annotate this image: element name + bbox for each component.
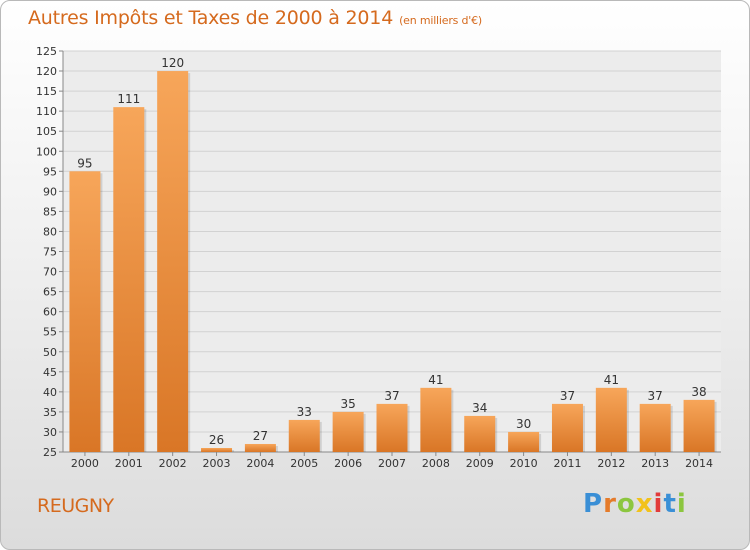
data-label: 34 <box>472 401 487 415</box>
data-label: 95 <box>77 156 92 170</box>
y-tick-label: 40 <box>43 386 57 399</box>
bar <box>332 411 364 452</box>
logo-letter: i <box>653 489 664 519</box>
data-label: 41 <box>428 373 443 387</box>
data-label: 30 <box>516 417 531 431</box>
x-tick-label: 2005 <box>290 457 318 470</box>
chart-title: Autres Impôts et Taxes de 2000 à 2014 (en… <box>28 7 482 29</box>
logo-letter: t <box>663 489 677 519</box>
logo-letter: i <box>676 489 687 519</box>
x-tick-label: 2002 <box>159 457 187 470</box>
y-tick-label: 125 <box>36 45 57 58</box>
x-tick-label: 2006 <box>334 457 362 470</box>
chart-subtitle: (en milliers d'€) <box>399 14 482 27</box>
x-tick-label: 2003 <box>203 457 231 470</box>
x-tick-label: 2013 <box>641 457 669 470</box>
data-label: 33 <box>297 405 312 419</box>
bar <box>464 415 496 452</box>
y-tick-label: 85 <box>43 205 57 218</box>
chart-title-text: Autres Impôts et Taxes de 2000 à 2014 <box>28 7 394 29</box>
y-tick-label: 100 <box>36 145 57 158</box>
y-tick-label: 80 <box>43 225 57 238</box>
data-label: 120 <box>161 56 184 70</box>
proxiti-logo: Proxiti <box>583 489 687 519</box>
y-tick-label: 75 <box>43 246 57 259</box>
bar <box>683 399 715 452</box>
x-tick-label: 2000 <box>71 457 99 470</box>
bar <box>376 403 408 452</box>
y-tick-label: 120 <box>36 65 57 78</box>
x-tick-label: 2001 <box>115 457 143 470</box>
data-label: 111 <box>117 92 140 106</box>
y-tick-label: 95 <box>43 165 57 178</box>
data-label: 37 <box>648 389 663 403</box>
commune-name: REUGNY <box>37 495 114 517</box>
y-tick-label: 45 <box>43 366 57 379</box>
bar <box>201 447 233 452</box>
data-label: 37 <box>560 389 575 403</box>
y-tick-label: 70 <box>43 266 57 279</box>
x-tick-label: 2004 <box>246 457 274 470</box>
bar <box>639 403 671 452</box>
y-tick-label: 35 <box>43 406 57 419</box>
bar <box>508 431 540 452</box>
logo-letter: x <box>635 489 654 519</box>
y-tick-label: 55 <box>43 326 57 339</box>
y-tick-label: 110 <box>36 105 57 118</box>
y-tick-label: 60 <box>43 306 57 319</box>
data-label: 27 <box>253 429 268 443</box>
data-label: 26 <box>209 433 224 447</box>
bar <box>420 387 452 452</box>
logo-letter: o <box>616 489 636 519</box>
data-label: 38 <box>691 385 706 399</box>
y-tick-label: 65 <box>43 286 57 299</box>
bar <box>595 387 627 452</box>
bar <box>69 171 101 453</box>
data-label: 41 <box>604 373 619 387</box>
x-tick-label: 2009 <box>466 457 494 470</box>
x-tick-label: 2007 <box>378 457 406 470</box>
x-tick-label: 2008 <box>422 457 450 470</box>
y-tick-label: 105 <box>36 125 57 138</box>
logo-letter: r <box>603 489 617 519</box>
bar <box>113 107 145 452</box>
bar <box>244 443 276 452</box>
x-tick-label: 2011 <box>553 457 581 470</box>
logo-letter: P <box>583 489 604 519</box>
data-label: 35 <box>340 397 355 411</box>
x-tick-label: 2010 <box>510 457 538 470</box>
y-tick-label: 90 <box>43 185 57 198</box>
y-tick-label: 30 <box>43 426 57 439</box>
x-tick-label: 2012 <box>597 457 625 470</box>
bar <box>288 419 320 452</box>
x-tick-label: 2014 <box>685 457 713 470</box>
data-label: 37 <box>384 389 399 403</box>
bar <box>551 403 583 452</box>
y-tick-label: 115 <box>36 85 57 98</box>
y-tick-label: 25 <box>43 446 57 459</box>
bar <box>157 71 189 453</box>
y-tick-label: 50 <box>43 346 57 359</box>
